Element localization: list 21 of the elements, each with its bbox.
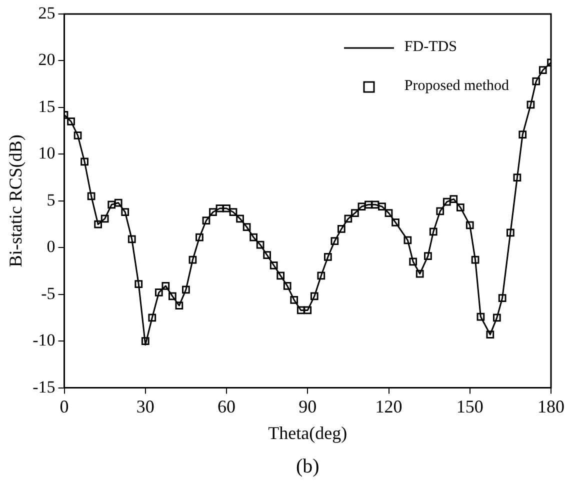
y-tick-label: 25 <box>38 3 56 22</box>
y-tick-label: -15 <box>32 377 56 396</box>
x-tick-label: 150 <box>456 396 484 416</box>
x-tick-label: 60 <box>218 396 236 416</box>
x-tick-label: 90 <box>298 396 317 416</box>
legend-label: FD-TDS <box>404 39 457 56</box>
y-tick-label: -5 <box>41 284 56 303</box>
x-tick-label: 120 <box>375 396 402 416</box>
x-tick-label: 0 <box>60 396 69 416</box>
y-tick-label: 20 <box>38 50 56 70</box>
x-tick-label: 180 <box>538 396 564 416</box>
y-axis-title: Bi-static RCS(dB) <box>6 134 26 268</box>
y-tick-label: 5 <box>46 190 56 210</box>
y-tick-label: 0 <box>46 237 56 256</box>
x-axis-title: Theta(deg) <box>268 422 348 443</box>
text: (b) <box>296 455 320 478</box>
x-tick-label: 30 <box>136 396 154 416</box>
y-tick-label: 15 <box>38 96 56 116</box>
y-tick-label: 10 <box>38 144 56 163</box>
legend-label: Proposed method <box>404 78 509 95</box>
y-tick-label: -10 <box>32 330 56 350</box>
